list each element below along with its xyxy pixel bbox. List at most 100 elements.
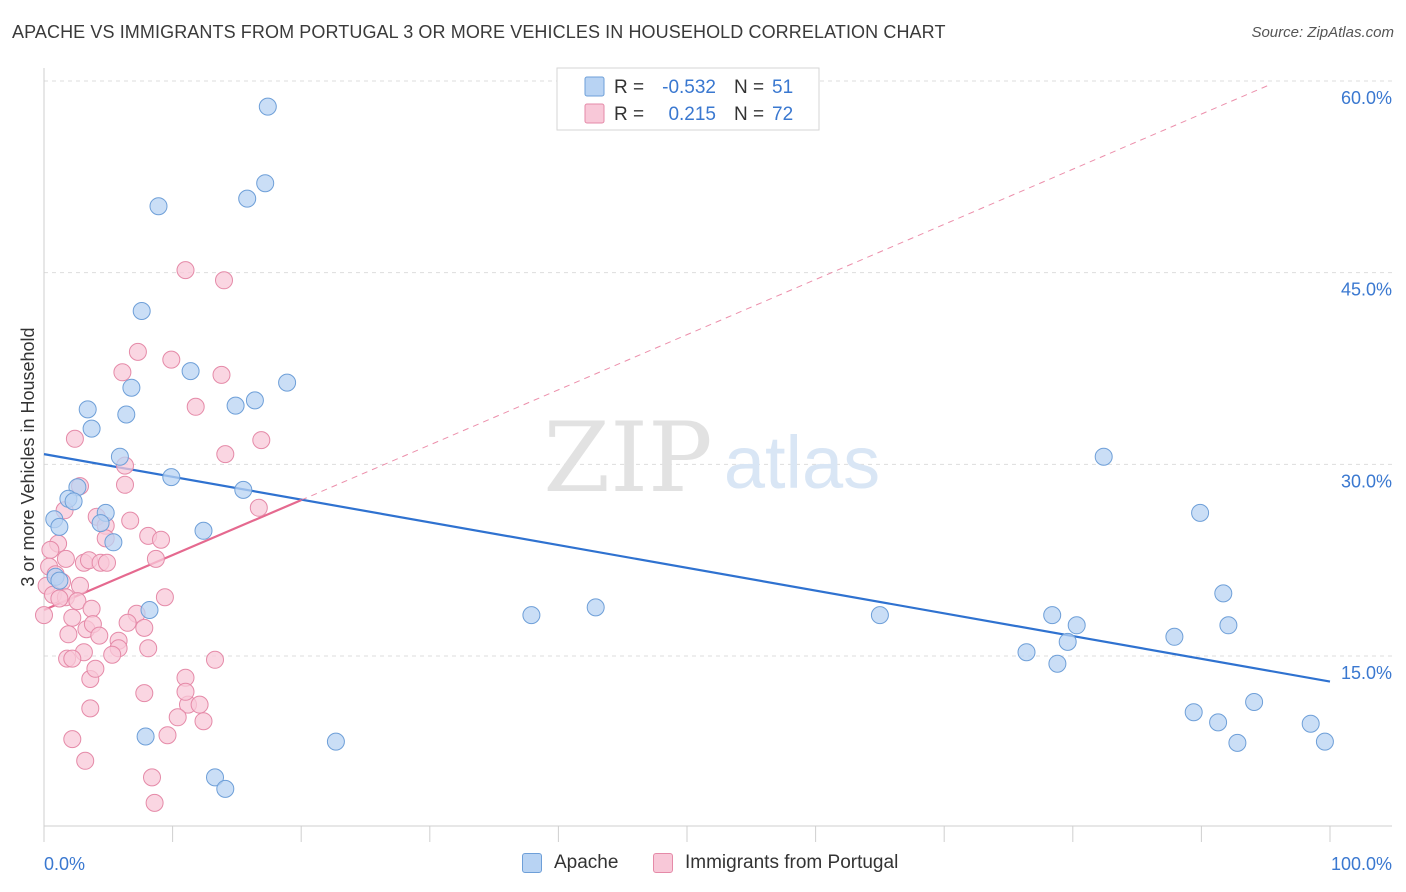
portugal-point	[35, 606, 53, 625]
apache-point	[870, 606, 889, 625]
apache-point	[1048, 654, 1067, 673]
portugal-point	[186, 397, 205, 416]
portugal-point	[139, 639, 158, 658]
legend-n-value-apache: 51	[772, 77, 793, 98]
y-tick-label: 15.0%	[1341, 663, 1392, 683]
portugal-point	[118, 613, 137, 632]
apache-point	[522, 606, 541, 625]
apache-point	[1094, 447, 1113, 466]
chart-title: APACHE VS IMMIGRANTS FROM PORTUGAL 3 OR …	[12, 22, 946, 42]
legend-swatch-portugal	[584, 103, 605, 124]
apache-point	[78, 400, 97, 419]
portugal-point	[90, 626, 109, 645]
watermark: ZIP atlas	[543, 402, 880, 514]
portugal-point	[81, 699, 100, 718]
apache-point	[278, 373, 297, 392]
legend-swatch-apache-bottom	[522, 853, 542, 873]
legend-r-label-apache: R =	[614, 77, 644, 98]
portugal-point	[135, 684, 154, 703]
legend-n-value-portugal: 72	[772, 104, 793, 125]
portugal-point	[113, 363, 132, 382]
apache-point	[234, 480, 253, 499]
apache-point	[1058, 632, 1077, 651]
portugal-point	[206, 650, 224, 669]
apache-point	[326, 732, 345, 751]
apache-point	[181, 362, 200, 381]
portugal-point	[176, 682, 195, 701]
y-tick-label: 60.0%	[1341, 88, 1392, 108]
apache-point	[136, 727, 155, 746]
portugal-point	[158, 726, 177, 745]
portugal-point	[63, 649, 82, 668]
source-label: Source: ZipAtlas.com	[1251, 24, 1394, 41]
portugal-point	[162, 350, 181, 369]
apache-point	[110, 447, 129, 466]
legend-r-value-apache: -0.532	[662, 77, 716, 98]
apache-point	[149, 197, 168, 216]
portugal-point	[252, 431, 271, 450]
apache-point	[1301, 714, 1320, 733]
apache-point	[1228, 733, 1247, 752]
y-axis-label: 3 or more Vehicles in Household	[18, 327, 38, 586]
watermark-zip: ZIP	[543, 402, 712, 514]
portugal-point	[82, 599, 101, 618]
x-tick-label: 100.0%	[1331, 854, 1392, 874]
axes	[43, 68, 1392, 842]
portugal-point	[135, 618, 154, 637]
portugal-point	[155, 588, 174, 607]
trend-lines	[43, 84, 1331, 683]
legend-r-label-portugal: R =	[614, 104, 644, 125]
x-tick-label: 0.0%	[44, 854, 85, 874]
portugal-point	[194, 712, 213, 731]
portugal-point	[190, 695, 209, 714]
apache-point	[91, 514, 110, 533]
portugal-point	[176, 261, 195, 280]
series-legend: Apache Immigrants from Portugal	[0, 852, 1406, 878]
y-tick-label: 30.0%	[1341, 471, 1392, 491]
portugal-point	[145, 793, 164, 812]
apache-point	[50, 517, 69, 536]
apache-point	[64, 492, 83, 511]
legend-n-label-apache: N =	[734, 77, 764, 98]
tick-labels: 15.0% 30.0% 45.0% 60.0% 0.0% 100.0%	[44, 88, 1392, 874]
apache-point	[1209, 713, 1228, 732]
apache-point	[245, 391, 264, 410]
apache-point	[1214, 584, 1233, 603]
portugal-point	[212, 365, 231, 384]
portugal-point	[215, 271, 233, 290]
apache-point	[206, 768, 224, 787]
apache-point	[258, 97, 277, 116]
apache-point	[1245, 693, 1264, 711]
apache-point	[117, 405, 136, 424]
apache-point	[50, 571, 69, 590]
legend-r-value-portugal: 0.215	[668, 104, 716, 125]
apache-point	[82, 419, 101, 438]
portugal-point	[216, 445, 235, 464]
apache-point	[1165, 627, 1184, 646]
portugal-point	[98, 553, 116, 572]
data-points	[35, 97, 1334, 812]
portugal-point	[71, 576, 89, 595]
legend-swatch-portugal-bottom	[653, 853, 673, 873]
apache-point	[122, 378, 141, 397]
portugal-point	[56, 549, 75, 568]
portugal-point	[65, 429, 84, 448]
apache-point	[1315, 732, 1334, 751]
apache-trend-line	[43, 453, 1331, 683]
legend-item-portugal: Immigrants from Portugal	[653, 852, 898, 874]
apache-point	[1184, 703, 1203, 722]
gridlines	[44, 80, 1392, 657]
apache-point	[1219, 616, 1238, 635]
portugal-point	[152, 530, 170, 549]
legend-n-label-portugal: N =	[734, 104, 764, 125]
portugal-point	[128, 342, 147, 361]
apache-point	[132, 302, 151, 320]
apache-point	[586, 598, 605, 617]
portugal-point	[103, 645, 122, 664]
legend-label-portugal: Immigrants from Portugal	[685, 852, 899, 873]
apache-point	[216, 779, 235, 798]
apache-point	[226, 396, 245, 415]
apache-point	[1017, 643, 1036, 662]
watermark-atlas: atlas	[724, 421, 880, 504]
apache-point	[104, 533, 123, 552]
